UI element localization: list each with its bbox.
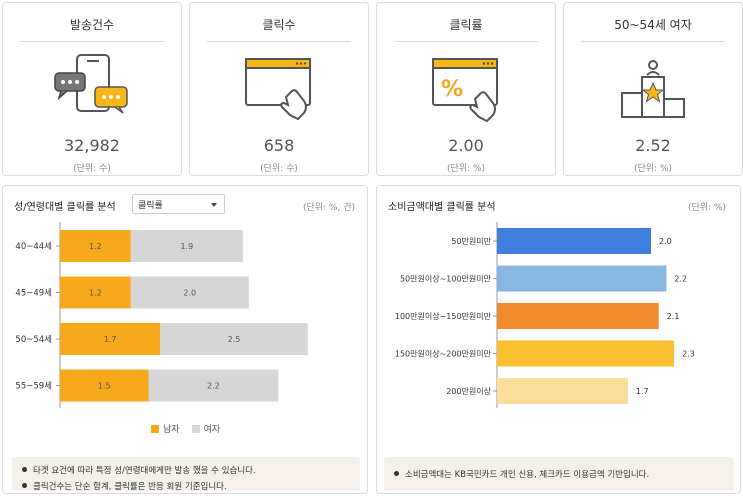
chevron-down-icon xyxy=(211,203,217,207)
bar-male xyxy=(60,230,131,262)
panel-unit: (단위: %) xyxy=(687,203,726,213)
divider xyxy=(20,41,164,42)
bar xyxy=(497,378,628,404)
y-tick-label: 55~59세 xyxy=(15,382,52,392)
data-label: 2.1 xyxy=(667,312,680,321)
metric-dropdown[interactable]: 클릭률 xyxy=(132,194,225,214)
card-title: 50~54세 여자 xyxy=(614,18,692,32)
legend-item-male: 남자 xyxy=(151,422,180,435)
kpi-card-top-segment: 50~54세 여자 2.52 (단위: %) xyxy=(563,2,743,176)
card-unit: (단위: 수) xyxy=(73,164,111,174)
y-tick-label: 40~44세 xyxy=(15,242,52,252)
divider xyxy=(581,41,725,42)
note-item: 타겟 요건에 따라 특정 성/연령대에게만 발송 했을 수 있습니다. xyxy=(22,463,350,479)
bar xyxy=(497,340,675,367)
panel-title: 소비금액대별 클릭률 분석 xyxy=(388,202,496,213)
spending-ctr-panel: 소비금액대별 클릭률 분석 (단위: %) 50만원미만 2.0 50만원이상~10… xyxy=(376,185,741,494)
data-label-male: 1.2 xyxy=(89,289,102,298)
card-unit: (단위: %) xyxy=(446,164,486,174)
card-title: 클릭수 xyxy=(262,18,296,32)
card-value: 658 xyxy=(263,136,295,155)
legend-label: 남자 xyxy=(163,425,180,435)
chat-phone-icon xyxy=(54,54,128,114)
kpi-card-sent: 발송건수 32,982 (단위: 수) xyxy=(2,2,182,176)
kpi-card-ctr: 클릭률 % 2.00 (단위: %) xyxy=(376,2,556,176)
note-item: 소비금액대는 KB국민카드 개인 신용, 체크카드 이용금액 기반입니다. xyxy=(394,467,724,483)
bar-female xyxy=(130,230,243,262)
data-label: 1.7 xyxy=(636,387,649,396)
bar-female xyxy=(160,323,308,355)
notes-box: 타겟 요건에 따라 특정 성/연령대에게만 발송 했을 수 있습니다. 클릭건수… xyxy=(12,457,360,492)
y-tick-label: 50만원미만 xyxy=(451,237,491,246)
data-label-female: 2.5 xyxy=(228,335,241,344)
bar-male xyxy=(60,323,161,355)
data-label: 2.3 xyxy=(682,350,695,359)
card-title: 발송건수 xyxy=(69,18,115,32)
card-title: 클릭률 xyxy=(449,18,483,32)
card-unit: (단위: %) xyxy=(633,164,673,174)
notes-box: 소비금액대는 KB국민카드 개인 신용, 체크카드 이용금액 기반입니다. xyxy=(384,457,734,491)
legend-label: 여자 xyxy=(203,425,221,435)
y-tick-label: 50만원이상~100만원미만 xyxy=(400,274,492,284)
y-tick-label: 150만원이상~200만원미만 xyxy=(395,349,492,359)
bar xyxy=(497,265,667,292)
note-text: 소비금액대는 KB국민카드 개인 신용, 체크카드 이용금액 기반입니다. xyxy=(405,470,650,480)
bar-female xyxy=(130,276,249,309)
card-value: 32,982 xyxy=(64,136,120,155)
bar xyxy=(497,303,659,329)
podium-star-icon xyxy=(621,60,685,118)
percent-click-icon: % xyxy=(432,58,498,123)
bar-male xyxy=(60,276,131,309)
svg-text:%: % xyxy=(441,77,463,102)
data-label-male: 1.2 xyxy=(89,242,102,251)
card-value: 2.00 xyxy=(448,136,484,155)
kpi-card-clicks: 클릭수 658 (단위: 수) xyxy=(189,2,369,176)
divider xyxy=(394,41,538,42)
bar xyxy=(497,228,651,254)
dropdown-value: 클릭률 xyxy=(138,201,163,211)
note-text: 클릭건수는 단순 합계, 클릭률은 반응 회원 기준입니다. xyxy=(33,482,227,492)
card-value: 2.52 xyxy=(635,136,671,155)
y-tick-label: 100만원이상~150만원미만 xyxy=(395,311,492,321)
chart-legend: 남자 여자 xyxy=(151,422,220,435)
bar-female xyxy=(148,369,279,402)
y-tick-label: 45~49세 xyxy=(15,289,52,299)
data-label-male: 1.5 xyxy=(98,382,111,391)
card-unit: (단위: 수) xyxy=(260,164,298,174)
data-label: 2.0 xyxy=(659,237,672,246)
data-label-female: 2.0 xyxy=(183,289,196,298)
legend-item-female: 여자 xyxy=(191,422,221,435)
note-item: 클릭건수는 단순 합계, 클릭률은 반응 회원 기준입니다. xyxy=(22,479,350,495)
spending-bar-chart: 50만원미만 2.0 50만원이상~100만원미만 2.2 100만원이상~150만원미… xyxy=(395,222,695,408)
age-gender-bar-chart: 40~44세 1.2 1.9 45~49세 1.2 2.0 50~54세 1.7 2.5 55~5… xyxy=(15,222,308,408)
age-gender-ctr-panel: 성/연령대별 클릭률 분석 클릭률 (단위: %, 건) 40~44세 1.2 1.… xyxy=(2,185,368,494)
bar-male xyxy=(60,369,149,402)
data-label: 2.2 xyxy=(674,275,687,284)
browser-click-icon xyxy=(245,58,311,121)
divider xyxy=(207,41,351,42)
data-label-male: 1.7 xyxy=(104,335,117,344)
y-tick-label: 50~54세 xyxy=(15,335,52,345)
note-text: 타겟 요건에 따라 특정 성/연령대에게만 발송 했을 수 있습니다. xyxy=(33,466,256,476)
panel-unit: (단위: %, 건) xyxy=(302,203,355,213)
panel-title: 성/연령대별 클릭률 분석 xyxy=(14,202,116,213)
data-label-female: 1.9 xyxy=(180,242,193,251)
y-tick-label: 200만원이상 xyxy=(446,386,491,396)
data-label-female: 2.2 xyxy=(207,382,220,391)
